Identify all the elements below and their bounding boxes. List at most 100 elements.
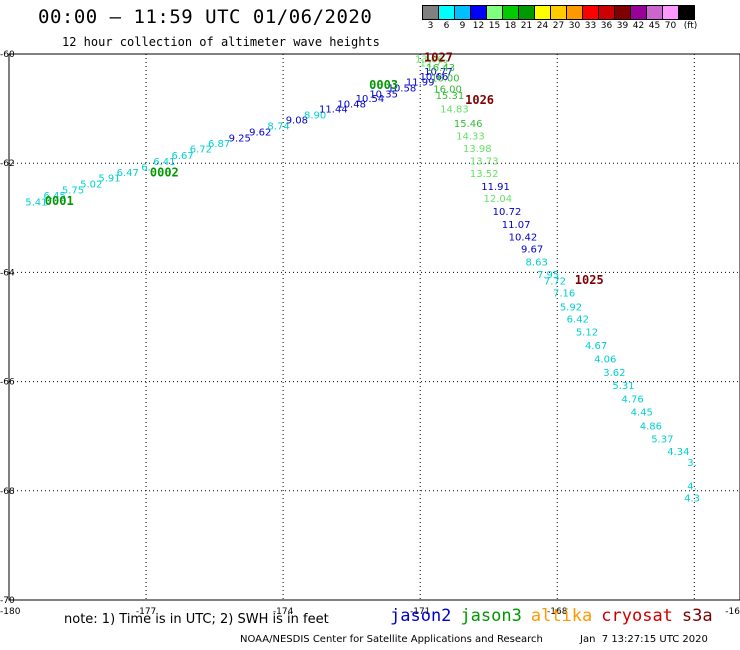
satellite-legend: jason2 jason3 altika cryosat s3a [390,606,722,626]
legend-s3a: s3a [681,606,713,626]
swh-value-label: 4.76 [622,395,644,406]
swh-value-label: 8.63 [526,257,548,268]
time-labels: 0001 0002 0003 1027 1026 1025 [45,51,604,287]
y-tick-label: -68 [0,487,15,497]
swh-value-label: 10.58 [388,83,417,94]
colorbar-label: 42 [632,21,645,31]
time-label: 1027 [424,51,453,65]
swh-value-label: 4.67 [585,341,607,352]
swh-value-label: 6.41 [153,157,175,168]
swh-value-label: 6. [141,162,151,173]
swh-value-label: 5.41 [25,197,47,208]
swh-value-label: 10.77 [424,67,453,78]
swh-value-label: 14.33 [456,131,485,142]
colorbar-label: 21 [520,21,533,31]
swh-value-label: 3. [687,458,697,469]
swh-value-label: 4.45 [631,408,653,419]
swh-value-label: 16.00 [431,73,460,84]
swh-value-label: 4. [687,481,697,492]
swh-value-label: 13.73 [470,156,499,167]
time-label: 0001 [45,194,74,208]
chart-subtitle: 12 hour collection of altimeter wave hei… [62,35,380,49]
swh-value-label: 5.31 [612,381,634,392]
colorbar-label: 6 [443,21,450,31]
x-tick-label: -171 [410,607,430,617]
swh-value-label: 3.62 [603,368,625,379]
swh-value-label: 5.75 [62,185,84,196]
x-tick-labels: -180 -177 -174 -171 -168 -16 [0,607,740,617]
colorbar-label: 12 [472,21,485,31]
legend-jason2: jason2 [390,606,452,626]
colorbar-label: 30 [568,21,581,31]
colorbar-label: 36 [600,21,613,31]
swh-value-label: 16.00 [433,84,462,95]
swh-value-label: 5.37 [651,434,673,445]
swh-value-label: 15.46 [454,119,483,130]
colorbar-label: 70 [664,21,677,31]
y-tick-label: -70 [0,596,15,606]
swh-value-label: 9.62 [249,128,271,139]
swh-value-label: 9.08 [286,116,308,127]
swh-value-label: 11.91 [481,182,510,193]
x-tick-label: -174 [273,607,294,617]
swh-value-label: 5.12 [576,327,598,338]
colorbar-label: 9 [459,21,466,31]
generated-timestamp: Jan 7 13:27:15 UTC 2020 [580,634,708,645]
colorbar-label: 3 [427,21,434,31]
swh-value-label: 5.91 [98,173,120,184]
colorbar-label: 45 [648,21,661,31]
swh-value-label: 10.54 [356,94,385,105]
swh-value-label: 7.95 [537,270,559,281]
y-tick-label: -62 [0,159,15,169]
swh-value-label: 6.42 [567,314,589,325]
swh-value-label: 13.98 [463,144,492,155]
footer-note: note: 1) Time is in UTC; 2) SWH is in fe… [64,612,329,627]
colorbar-label: 24 [536,21,549,31]
x-tick-label: -16 [725,607,740,617]
swh-value-label: 10.48 [337,100,366,111]
swh-value-label: 12.73 [420,59,449,70]
swh-value-label: 14.83 [440,105,469,116]
swh-value-label: 5.92 [560,302,582,313]
legend-jason3: jason3 [460,606,522,626]
colorbar-label: 18 [504,21,517,31]
swh-value-label: 10.42 [509,232,538,243]
swh-value-label: 9.25 [229,134,251,145]
swh-value-label: 4.06 [594,355,616,366]
credit-text: NOAA/NESDIS Center for Satellite Applica… [240,634,543,645]
swh-value-label: 6.67 [171,151,193,162]
chart-title: 00:00 – 11:59 UTC 01/06/2020 [38,6,373,28]
time-label: 1026 [465,93,494,107]
swh-value-label: 7.72 [544,277,566,288]
swh-value-label: 4.3 [684,493,700,504]
colorbar-label: 39 [616,21,629,31]
colorbar-label: 15 [488,21,501,31]
time-label: 0002 [150,165,179,179]
swh-value-label: 16.43 [426,63,455,74]
colorbar-label: (ft) [683,21,698,31]
swh-value-label: 11.07 [502,220,531,231]
swh-value-label: 15.31 [436,91,465,102]
y-tick-label: -64 [0,268,15,278]
legend-cryosat: cryosat [601,606,673,626]
colorbar-labels: 3 6 9 12 15 18 21 24 27 30 33 36 39 42 45 70 (ft) [422,21,740,35]
colorbar [422,5,695,20]
swh-value-label: 6.45 [44,191,66,202]
swh-value-label: 11.44 [319,105,348,116]
plot-frame [8,53,740,601]
x-tick-label: -168 [547,607,568,617]
y-tick-label: -60 [0,50,15,60]
swh-value-label: 10.72 [493,207,522,218]
legend-altika: altika [530,606,593,626]
swh-value-label: 9.67 [521,244,543,255]
swh-value-label: 12.04 [484,194,513,205]
swh-value-label: 5.02 [80,179,102,190]
swh-value-label: 11.99 [406,77,435,88]
swh-value-label: 8.90 [304,111,326,122]
swh-value-label: 13.52 [470,169,499,180]
swh-value-label: 6.87 [208,139,230,150]
time-label: 1025 [575,273,604,287]
grid-lines [9,54,740,600]
swh-value-label: 4.86 [640,421,662,432]
colorbar-label: 27 [552,21,565,31]
